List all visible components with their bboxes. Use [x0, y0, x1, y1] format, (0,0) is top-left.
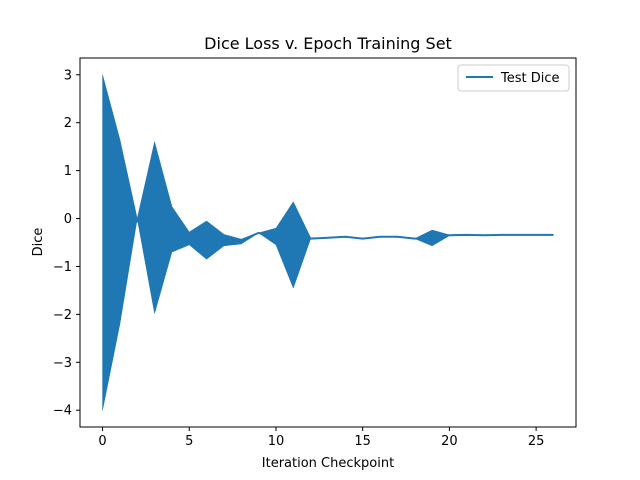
- y-axis-label: Dice: [31, 228, 46, 257]
- legend: Test Dice: [457, 64, 570, 92]
- y-tick-label: 2: [64, 116, 72, 131]
- x-tick-label: 5: [185, 434, 193, 449]
- y-tick-label: −4: [53, 404, 72, 419]
- x-tick-label: 0: [98, 434, 106, 449]
- x-tick-label: 25: [528, 434, 545, 449]
- y-tick-label: −1: [53, 260, 72, 275]
- plot-area: [102, 74, 554, 411]
- y-tick-label: −3: [53, 356, 72, 371]
- legend-box: [457, 64, 570, 92]
- y-axis: −4 −3 −2 −1 0 1 2 3: [53, 68, 80, 419]
- x-tick-label: 20: [441, 434, 458, 449]
- x-axis: 0 5 10 15 20 25: [98, 427, 544, 449]
- y-tick-label: 1: [64, 164, 72, 179]
- x-axis-label: Iteration Checkpoint: [262, 456, 394, 471]
- y-tick-label: 3: [64, 68, 72, 83]
- y-tick-label: 0: [64, 212, 72, 227]
- plot-frame: [79, 57, 577, 428]
- x-tick-label: 10: [268, 434, 285, 449]
- x-tick-label: 15: [354, 434, 371, 449]
- chart-title: Dice Loss v. Epoch Training Set: [204, 34, 452, 53]
- y-tick-label: −2: [53, 308, 72, 323]
- legend-entry-test-dice: Test Dice: [500, 71, 560, 86]
- series-band: [102, 74, 554, 411]
